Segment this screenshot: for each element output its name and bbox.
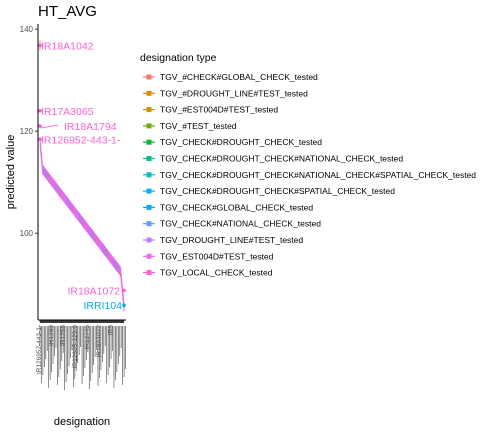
legend-label: TGV_CHECK#GLOBAL_CHECK_tested <box>160 202 313 212</box>
x-axis-title: designation <box>54 416 110 428</box>
x-tick-labels: IR126952-443-1-IR1283IR1256IR12685-129-9… <box>36 325 126 390</box>
legend-label: TGV_EST004D#TEST_tested <box>160 251 274 261</box>
legend-key-marker <box>147 254 152 259</box>
legend-label: TGV_CHECK#DROUGHT_CHECK#NATIONAL_CHECK_t… <box>160 154 403 164</box>
legend-entry: TGV_CHECK#DROUGHT_CHECK#SPATIAL_CHECK_te… <box>143 186 395 196</box>
legend-entry: TGV_CHECK#DROUGHT_CHECK_tested <box>143 137 322 147</box>
legend-entry: TGV_#DROUGHT_LINE#TEST_tested <box>143 88 308 98</box>
legend-label: TGV_CHECK#DROUGHT_CHECK_tested <box>160 137 322 147</box>
annotation-leader <box>41 125 58 128</box>
legend-key-marker <box>147 270 152 275</box>
point-annotations: IR18A1042 IR17A3065 IR18A1794IR126952-443-… <box>41 40 122 312</box>
plot-area: IR126952-443-1-IR1283IR1256IR12685-129-9… <box>20 24 126 390</box>
y-axis-ticks: 100 120 140 <box>20 25 38 238</box>
legend-key-marker <box>147 221 152 226</box>
legend-key-marker <box>147 205 152 210</box>
legend-label: TGV_#TEST_tested <box>160 121 237 131</box>
legend: designation type TGV_#CHECK#GLOBAL_CHECK… <box>140 52 476 278</box>
legend-key-marker <box>147 123 152 128</box>
annotated-point <box>122 289 126 293</box>
legend-entry: TGV_CHECK#GLOBAL_CHECK_tested <box>143 202 313 212</box>
point-annotation: IR126952-443-1- <box>41 134 121 146</box>
legend-label: TGV_CHECK#DROUGHT_CHECK#SPATIAL_CHECK_te… <box>160 186 395 196</box>
legend-key-marker <box>147 75 152 80</box>
legend-key-marker <box>147 156 152 161</box>
point-annotation: IR17A3065 <box>41 106 94 118</box>
legend-entry: TGV_#TEST_tested <box>143 121 237 131</box>
legend-key-marker <box>147 107 152 112</box>
legend-label: TGV_DROUGHT_LINE#TEST_tested <box>160 235 303 245</box>
legend-key-marker <box>147 172 152 177</box>
y-axis-title: predicted value <box>5 135 17 210</box>
legend-key-marker <box>147 238 152 243</box>
legend-entry: TGV_EST004D#TEST_tested <box>143 251 274 261</box>
point-annotation: IR18A1072 <box>67 285 120 297</box>
chart-title: HT_AVG <box>38 3 97 20</box>
legend-label: TGV_#CHECK#GLOBAL_CHECK_tested <box>160 72 318 82</box>
legend-entry: TGV_CHECK#NATIONAL_CHECK_tested <box>143 219 321 229</box>
legend-label: TGV_#EST004D#TEST_tested <box>160 105 278 115</box>
legend-key-marker <box>147 189 152 194</box>
legend-key-marker <box>147 140 152 145</box>
point-annotation: IR18A1794 <box>64 121 117 133</box>
point-annotation: IR18A1042 <box>41 40 94 52</box>
y-tick-label: 140 <box>20 25 34 34</box>
legend-title: designation type <box>140 52 217 64</box>
legend-entry: TGV_#EST004D#TEST_tested <box>143 105 278 115</box>
legend-key-marker <box>147 91 152 96</box>
legend-label: TGV_#DROUGHT_LINE#TEST_tested <box>160 88 308 98</box>
legend-entry: TGV_CHECK#DROUGHT_CHECK#NATIONAL_CHECK_t… <box>143 154 403 164</box>
legend-entry: TGV_DROUGHT_LINE#TEST_tested <box>143 235 303 245</box>
y-tick-label: 100 <box>20 229 34 238</box>
data-points <box>38 41 126 312</box>
x-tick-label: IR126952-443-1- <box>36 325 43 374</box>
annotated-point <box>38 124 42 128</box>
legend-label: TGV_CHECK#NATIONAL_CHECK_tested <box>160 219 321 229</box>
annotated-point <box>122 303 126 307</box>
legend-label: TGV_CHECK#DROUGHT_CHECK#NATIONAL_CHECK#S… <box>160 170 476 180</box>
legend-entry: TGV_LOCAL_CHECK_tested <box>143 268 273 278</box>
point-annotation: IRRI104 <box>83 300 122 312</box>
legend-label: TGV_LOCAL_CHECK_tested <box>160 268 273 278</box>
y-tick-label: 120 <box>20 127 34 136</box>
legend-entry: TGV_#CHECK#GLOBAL_CHECK_tested <box>143 72 318 82</box>
legend-entry: TGV_CHECK#DROUGHT_CHECK#NATIONAL_CHECK#S… <box>143 170 476 180</box>
